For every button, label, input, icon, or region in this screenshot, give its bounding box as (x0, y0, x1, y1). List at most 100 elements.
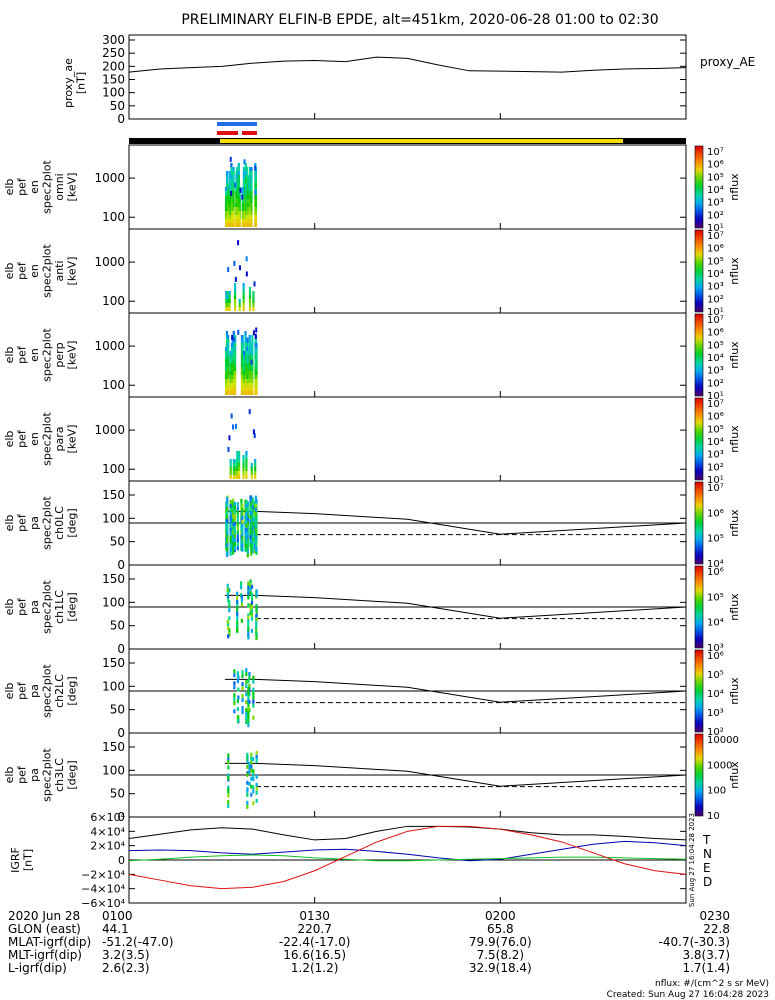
spectrogram-cell (247, 699, 250, 704)
spectrogram-cell (249, 211, 252, 215)
spectrogram-cell (250, 391, 253, 395)
ylabel-line: spec2plot (40, 244, 53, 298)
spectrogram-cell (224, 215, 228, 219)
spectrogram-cell (224, 203, 228, 207)
spectrogram-cell (240, 498, 243, 503)
colorbar-tick-label: 10⁴ (707, 353, 724, 364)
spectrogram-cell (252, 777, 255, 782)
spectrogram-cell (249, 531, 252, 536)
colorbar-tick-label: 10000 (707, 735, 739, 746)
spectrogram-cell (254, 519, 257, 524)
spectrogram-cell (241, 207, 244, 211)
spectrogram-cell (244, 203, 247, 207)
spectrogram-cell (224, 367, 228, 371)
ylabel-line: pef (15, 261, 28, 280)
spectrogram-cell (230, 391, 234, 395)
spectrogram-cell (252, 699, 255, 704)
spectrogram-cell (249, 515, 252, 520)
spectrogram-cell (227, 765, 230, 770)
spectrogram-cell (252, 757, 255, 762)
spectrogram-cell (227, 267, 230, 273)
ylabel-line: elb (3, 431, 16, 448)
spectrogram-cell (254, 175, 258, 179)
spectrogram-cell (228, 303, 231, 307)
spectrogram-cell (237, 215, 240, 219)
spectrogram-cell (247, 191, 250, 195)
colorbar-label: nflux (728, 509, 741, 537)
spectrogram-cell (244, 331, 247, 335)
spectrogram-cell (245, 692, 248, 697)
spectrogram-cell (232, 331, 235, 335)
spectrogram-cell (244, 179, 247, 183)
spectrogram-cell (248, 671, 251, 676)
spectrogram-cell (229, 459, 232, 463)
spectrogram-cell (249, 207, 252, 211)
spectrogram-cell (242, 203, 245, 207)
spectrogram-cell (230, 375, 234, 379)
spectrogram-cell (233, 303, 237, 307)
spectrogram-cell (235, 207, 238, 211)
spectrogram-cell (230, 207, 233, 211)
spectrogram-cell (238, 307, 241, 311)
spectrogram-cell (236, 605, 239, 610)
spectrogram-cell (233, 299, 237, 303)
spectrogram-cell (241, 523, 244, 528)
spectrogram-cell (232, 179, 235, 183)
spectrogram-cell (237, 211, 240, 215)
spectrogram-cell (238, 303, 241, 307)
spectrogram-cell (250, 359, 253, 365)
spectrogram-cell (254, 515, 257, 520)
spectrogram-cell (236, 611, 239, 616)
spectrogram-cell (244, 383, 247, 387)
ylabel-line: pa (28, 768, 41, 782)
spectrogram-cell (230, 179, 233, 183)
sunlight-bar (220, 139, 623, 143)
spectrogram-cell (245, 503, 248, 508)
spectrogram-cell (241, 203, 244, 207)
spectrogram-cell (225, 331, 229, 335)
spectrogram-cell (255, 589, 258, 594)
ephemeris-value: 0230 (699, 909, 730, 923)
spectrogram-cell (237, 455, 241, 459)
spectrogram-cell (247, 703, 250, 708)
spectrogram-cell (254, 383, 257, 387)
igrf-legend-E: E (703, 861, 711, 875)
spectrogram-cell (242, 215, 245, 219)
spectrogram-cell (233, 693, 236, 698)
spectrogram-cell (226, 343, 230, 347)
spectrogram-cell (233, 513, 237, 518)
spectrogram-cell (242, 183, 245, 187)
spectrogram-cell (248, 363, 251, 367)
spectrogram-cell (254, 475, 257, 479)
spectrogram-cell (232, 471, 236, 475)
spectrogram-cell (255, 608, 258, 613)
spectrogram-cell (224, 199, 228, 203)
spectrogram-cell (245, 668, 248, 673)
spectrogram-cell (250, 383, 253, 387)
spectrogram-cell (250, 167, 253, 171)
spectrogram-cell (233, 283, 237, 287)
colorbar-tick-label: 10⁵ (707, 340, 724, 351)
ylabel-line: spec2plot (40, 160, 53, 214)
ytick-label: 100 (102, 378, 125, 392)
colorbar-tick-label: 1000 (707, 760, 732, 771)
spectrogram-cell (249, 219, 252, 223)
spectrogram-cell (249, 543, 252, 548)
spectrogram-cell (251, 505, 254, 510)
ylabel-line: pef (15, 177, 28, 196)
ytick-label: 0 (117, 112, 125, 126)
ylabel-line: spec2plot (40, 328, 53, 382)
spectrogram-cell (246, 203, 249, 207)
spectrogram-cell (247, 591, 250, 596)
spectrogram-cell (229, 475, 232, 479)
spectrogram-cell (226, 375, 230, 379)
spectrogram-cell (254, 187, 258, 191)
spectrogram-cell (245, 371, 249, 375)
spectrogram-cell (233, 537, 237, 542)
spectrogram-cell (232, 219, 235, 223)
spectrogram-cell (226, 527, 229, 532)
spectrogram-cell (250, 467, 253, 471)
spectrogram-cell (254, 523, 257, 528)
spectrogram-cell (247, 219, 250, 223)
spectrogram-cell (244, 363, 247, 367)
